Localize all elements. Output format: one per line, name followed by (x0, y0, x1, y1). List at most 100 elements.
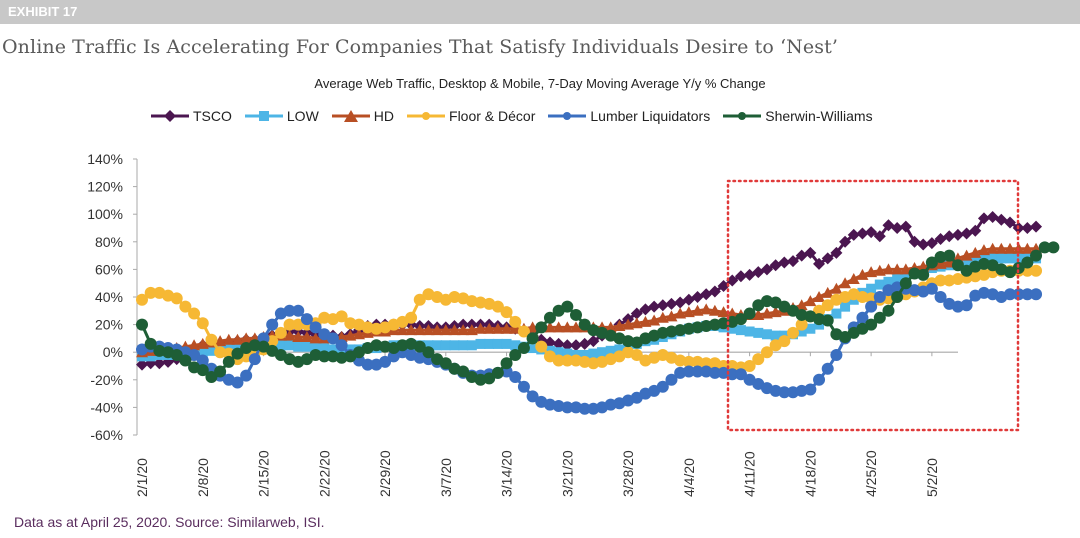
data-point (361, 358, 374, 371)
data-point (882, 263, 895, 275)
data-point (891, 222, 904, 234)
data-point (431, 324, 444, 336)
data-point (1030, 220, 1043, 233)
data-point (743, 360, 756, 372)
data-point (925, 237, 938, 250)
data-point (804, 246, 817, 259)
data-point (727, 323, 738, 334)
data-point (761, 329, 772, 340)
data-point (960, 249, 973, 261)
data-point (622, 318, 635, 330)
data-point (1004, 288, 1016, 301)
data-point (1021, 256, 1034, 269)
data-point (144, 337, 157, 350)
data-point (136, 358, 148, 371)
data-point (605, 345, 616, 356)
y-tick-label: -20% (90, 372, 123, 388)
data-point (553, 347, 564, 358)
data-point (769, 306, 782, 318)
data-point (196, 364, 209, 377)
chart-legend: TSCO LOW HD Floor & Décor Lumber Liquidators… (150, 106, 885, 126)
data-point (1030, 288, 1043, 301)
data-point (205, 333, 218, 346)
data-point (821, 362, 834, 375)
x-tick-label: 2/1/20 (134, 458, 150, 497)
data-point (170, 348, 183, 361)
data-point (396, 324, 409, 336)
data-point (335, 339, 348, 352)
data-point (813, 373, 826, 386)
x-tick-label: 4/18/20 (802, 450, 818, 497)
data-point (257, 332, 270, 345)
data-point (552, 354, 565, 367)
data-point (561, 339, 574, 352)
data-point (153, 357, 166, 370)
data-point (986, 242, 999, 254)
x-tick-label: 2/15/20 (256, 450, 272, 497)
data-point (483, 322, 496, 334)
data-point (925, 282, 938, 295)
data-point (319, 343, 330, 354)
data-point (682, 365, 695, 378)
data-point (145, 351, 156, 362)
data-point (1030, 264, 1043, 277)
data-point (423, 340, 434, 351)
data-point (326, 332, 339, 345)
data-point (734, 368, 747, 381)
data-point (891, 291, 904, 303)
data-point (1004, 242, 1016, 254)
data-point (778, 256, 791, 269)
data-point (266, 318, 279, 331)
data-point (587, 335, 600, 348)
data-point (821, 252, 834, 265)
data-point (883, 276, 894, 287)
y-tick-label: 100% (87, 206, 123, 222)
x-tick-label: 5/2/20 (924, 458, 940, 497)
data-point (231, 333, 244, 345)
data-point (821, 314, 834, 327)
data-point (752, 308, 765, 320)
data-point (995, 242, 1008, 254)
data-point (509, 348, 522, 361)
data-point (899, 277, 912, 290)
data-point (891, 263, 904, 275)
data-point (188, 339, 201, 351)
data-point (422, 346, 435, 359)
data-point (188, 307, 201, 320)
legend-label: TSCO (193, 108, 232, 124)
data-point (578, 318, 591, 331)
data-point (136, 293, 148, 306)
legend-item: Floor & Décor (406, 108, 535, 124)
data-point (639, 315, 652, 327)
data-point (960, 299, 973, 312)
data-point (475, 338, 486, 349)
data-point (284, 340, 295, 351)
data-point (501, 338, 512, 349)
data-point (787, 255, 799, 268)
x-tick-label: 3/7/20 (438, 458, 454, 497)
data-point (1004, 216, 1016, 229)
data-point (873, 264, 886, 276)
data-point (413, 324, 426, 336)
data-point (961, 257, 972, 268)
legend-label: Sherwin-Williams (765, 108, 873, 124)
data-point (917, 268, 930, 281)
data-point (231, 376, 244, 389)
data-point (293, 341, 304, 352)
x-tick-label: 4/25/20 (863, 450, 879, 497)
data-point (509, 315, 522, 328)
data-point (865, 226, 878, 239)
data-point (821, 299, 834, 312)
data-point (847, 273, 860, 285)
data-point (856, 268, 869, 280)
data-point (439, 357, 452, 370)
data-point (206, 345, 217, 356)
x-tick-label: 4/4/20 (681, 458, 697, 497)
data-point (543, 311, 556, 324)
data-point (943, 230, 956, 243)
legend-circle-icon (407, 112, 446, 120)
data-point (700, 357, 713, 370)
data-point (509, 371, 522, 384)
data-point (691, 365, 704, 378)
legend-square-icon (244, 111, 283, 121)
